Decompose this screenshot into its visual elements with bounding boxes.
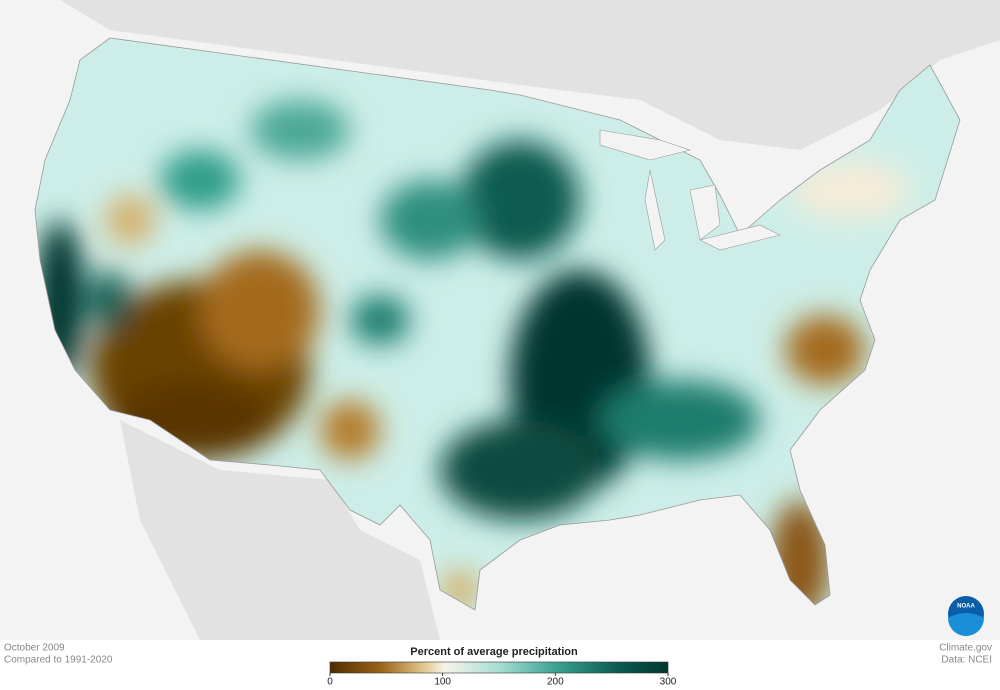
great-lakes	[599, 129, 781, 251]
mexico	[120, 420, 440, 640]
logo-wave	[948, 613, 984, 636]
legend-ticks: 0 100 200 300	[327, 673, 677, 688]
baseline: Compared to 1991-2020	[4, 655, 113, 666]
legend-tick-label: 100	[434, 677, 451, 688]
canada	[0, 0, 1000, 150]
legend-tick-label: 0	[327, 677, 333, 688]
legend-tick-label: 300	[660, 677, 677, 688]
credit: Data: NCEI	[941, 655, 992, 666]
logo-text: NOAA	[957, 604, 975, 610]
source: Climate.gov	[939, 643, 992, 654]
date: October 2009	[4, 643, 65, 654]
legend-title: Percent of average precipitation	[410, 646, 578, 658]
legend-tick-label: 200	[547, 677, 564, 688]
legend-bar	[329, 661, 669, 674]
